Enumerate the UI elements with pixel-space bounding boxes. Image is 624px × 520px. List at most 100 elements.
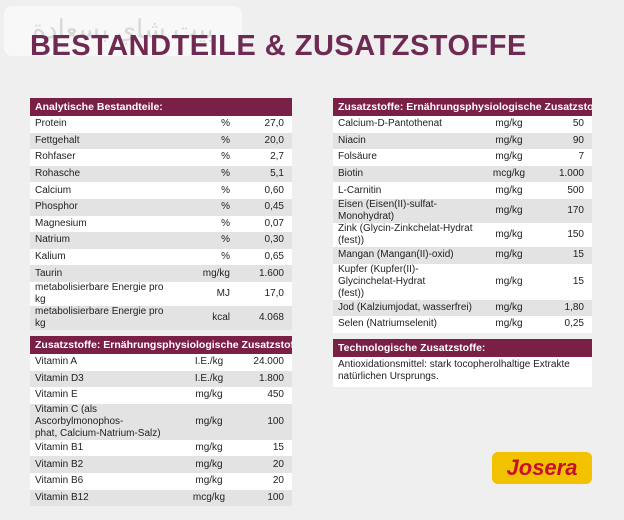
table-row: Rohasche% 5,1 [30, 165, 292, 183]
name-cell: Folsäure [338, 151, 377, 163]
unit-cell: % [221, 118, 230, 130]
value-cell: 17,0 [264, 287, 284, 299]
unit-cell: MJ [216, 287, 230, 299]
name-cell: Calcium [35, 184, 72, 196]
table-row: Taurin mg/kg 1.600 [30, 265, 292, 282]
name-cell: Eisen (Eisen(II)-sulfat-Monohydrat) [338, 198, 437, 222]
unit-cell: mg/kg [495, 204, 523, 216]
name-cell: Vitamin D3 [35, 372, 84, 384]
table-row: Biotin mcg/kg 1.000 [333, 165, 592, 183]
value-cell: 0,45 [264, 201, 284, 213]
table-row: metabolisierbare Energie pro kg kcal 4.068 [30, 305, 292, 330]
unit-cell: % [221, 234, 230, 246]
value-cell: 90 [572, 134, 584, 146]
name-cell: Rohasche [35, 168, 81, 180]
name-cell: Jod (Kalziumjodat, wasserfrei) [338, 301, 472, 313]
value-cell: 1.800 [258, 372, 284, 384]
name-cell: Vitamin B2 [35, 458, 84, 470]
unit-cell: % [221, 168, 230, 180]
value-cell: 24.000 [253, 356, 284, 368]
table-row: Vitamin E mg/kg 450 [30, 387, 292, 404]
table: Analytische Bestandteile: Protein% 27,0 Fet… [30, 98, 292, 330]
name-cell: Kupfer (Kupfer(II)-Glycinchelat-Hydrat (… [338, 263, 426, 299]
name-cell: metabolisierbare Energie pro kg [35, 281, 164, 305]
unit-cell: kcal [212, 311, 230, 323]
value-cell: 5,1 [270, 168, 284, 180]
name-cell: Rohfaser [35, 151, 76, 163]
table-row: Vitamin A I.E./kg 24.000 [30, 353, 292, 371]
unit-cell: I.E./kg [194, 372, 224, 384]
table-row: Magnesium% 0,07 [30, 215, 292, 233]
table-row: Vitamin B2 mg/kg 20 [30, 456, 292, 473]
table-row: Folsäure mg/kg 7 [333, 149, 592, 166]
value-cell: 170 [567, 204, 584, 216]
table-row: Kalium% 0,65 [30, 248, 292, 266]
table-row: Zink (Glycin-Zinkchelat-Hydrat (fest)) mg… [333, 222, 592, 247]
unit-cell: % [221, 251, 230, 263]
table-row: Vitamin C (als Ascorbylmonophos- phat, C… [30, 403, 292, 440]
unit-cell: mg/kg [495, 134, 523, 146]
left-column: Analytische Bestandteile: Protein% 27,0 Fet… [30, 98, 292, 512]
table-row: Phosphor% 0,45 [30, 198, 292, 216]
unit-cell: mg/kg [495, 184, 523, 196]
name-cell: Taurin [35, 267, 63, 279]
value-cell: 20 [272, 475, 284, 487]
name-cell: Selen (Natriumselenit) [338, 318, 437, 330]
unit-cell: mcg/kg [492, 168, 526, 180]
table-text: Antioxidationsmittel: stark tocopherolha… [333, 356, 592, 387]
unit-cell: mg/kg [195, 458, 223, 470]
table-row: Vitamin B1 mg/kg 15 [30, 439, 292, 457]
value-cell: 15 [572, 275, 584, 287]
unit-cell: mcg/kg [192, 491, 226, 503]
table-row: metabolisierbare Energie pro kg MJ 17,0 [30, 281, 292, 306]
unit-cell: I.E./kg [194, 356, 224, 368]
table: Zusatzstoffe: Ernährungsphysiologische Z… [30, 335, 292, 507]
table-row: Eisen (Eisen(II)-sulfat-Monohydrat) mg/kg… [333, 198, 592, 223]
unit-cell: % [221, 201, 230, 213]
unit-cell: mg/kg [495, 249, 523, 261]
value-cell: 7 [578, 151, 584, 163]
unit-cell: mg/kg [195, 415, 223, 427]
table-header: Technologische Zusatzstoffe: [333, 338, 592, 357]
table-row: Calcium-D-Pantothenat mg/kg 50 [333, 116, 592, 133]
name-cell: Vitamin B6 [35, 475, 84, 487]
value-cell: 27,0 [264, 118, 284, 130]
name-cell: Niacin [338, 134, 366, 146]
name-cell: Biotin [338, 168, 364, 180]
name-cell: Vitamin B12 [35, 491, 89, 503]
unit-cell: mg/kg [495, 118, 523, 130]
name-cell: Vitamin B1 [35, 442, 84, 454]
value-cell: 1.600 [258, 267, 284, 279]
name-cell: Fettgehalt [35, 134, 80, 146]
title: BESTANDTEILE & ZUSATZSTOFFE [30, 30, 527, 62]
value-cell: 0,25 [564, 318, 584, 330]
value-cell: 15 [572, 249, 584, 261]
value-cell: 0,07 [264, 217, 284, 229]
name-cell: Kalium [35, 251, 66, 263]
unit-cell: mg/kg [495, 275, 523, 287]
name-cell: Vitamin A [35, 356, 78, 368]
table-row: Vitamin D3 I.E./kg 1.800 [30, 370, 292, 388]
table-row: Natrium% 0,30 [30, 232, 292, 249]
value-cell: 20,0 [264, 134, 284, 146]
table-header: Analytische Bestandteile: [30, 98, 292, 116]
unit-cell: % [221, 184, 230, 196]
unit-cell: mg/kg [202, 267, 230, 279]
value-cell: 1.000 [558, 168, 584, 180]
table: Technologische Zusatzstoffe: Antioxidatio… [333, 338, 592, 387]
table-row: Protein% 27,0 [30, 116, 292, 133]
value-cell: 50 [572, 118, 584, 130]
value-cell: 100 [267, 491, 284, 503]
table: Zusatzstoffe: Ernährungsphysiologische Z… [333, 98, 592, 333]
unit-cell: mg/kg [495, 301, 523, 313]
value-cell: 0,30 [264, 234, 284, 246]
value-cell: 100 [267, 415, 284, 427]
table-row: Rohfaser% 2,7 [30, 149, 292, 166]
unit-cell: % [221, 134, 230, 146]
unit-cell: mg/kg [495, 151, 523, 163]
name-cell: Mangan (Mangan(II)-oxid) [338, 249, 454, 261]
table-header: Zusatzstoffe: Ernährungsphysiologische Z… [30, 335, 292, 354]
name-cell: Zink (Glycin-Zinkchelat-Hydrat (fest)) [338, 222, 473, 246]
value-cell: 1,80 [564, 301, 584, 313]
